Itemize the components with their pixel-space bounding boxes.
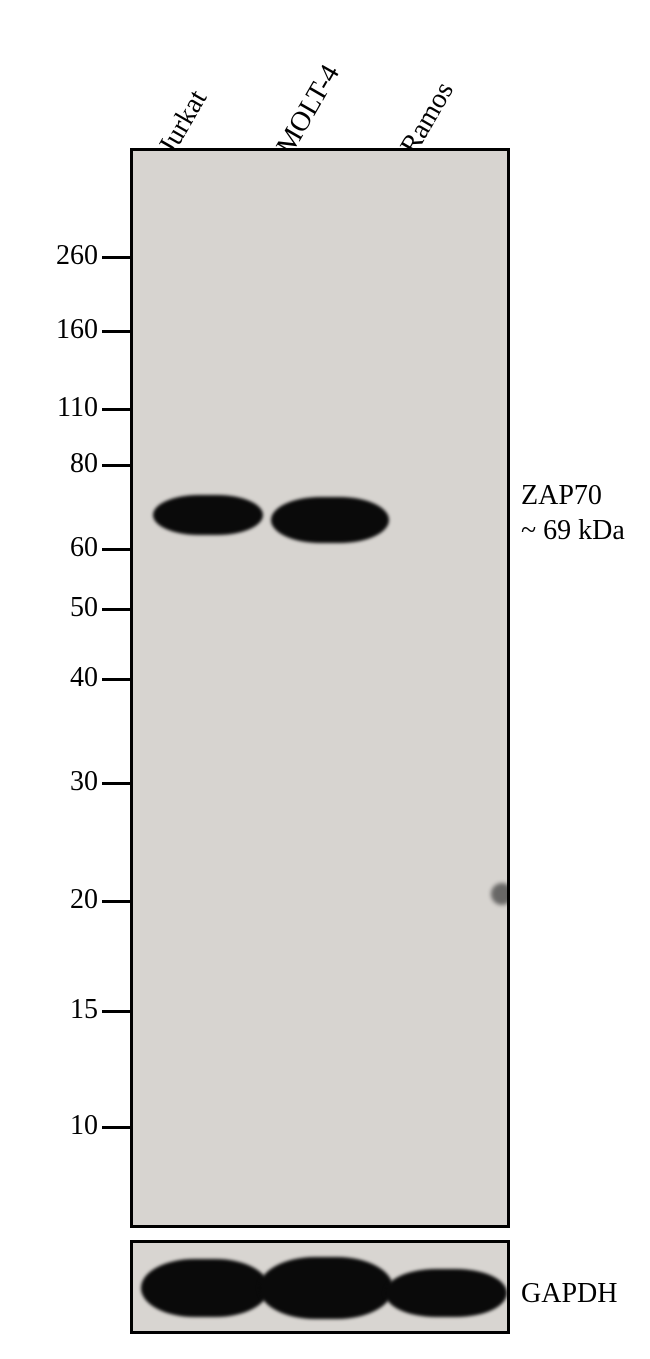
- loading-blot-membrane: [130, 1240, 510, 1334]
- mw-label-60: 60: [50, 532, 98, 564]
- mw-label-20: 20: [50, 884, 98, 916]
- mw-tick-10: [102, 1126, 130, 1129]
- target-mw: ~ 69 kDa: [521, 515, 625, 546]
- mw-tick-50: [102, 608, 130, 611]
- band-zap70-molt4: [271, 497, 389, 543]
- target-name: ZAP70: [521, 480, 602, 511]
- western-blot-figure: Jurkat MOLT-4 Ramos 260 160 110 80 60 50…: [0, 0, 650, 1359]
- band-gapdh-ramos: [385, 1269, 507, 1317]
- mw-label-50: 50: [50, 592, 98, 624]
- mw-tick-15: [102, 1010, 130, 1013]
- mw-label-110: 110: [50, 392, 98, 424]
- target-protein-label: ZAP70 ~ 69 kDa: [521, 478, 625, 548]
- mw-tick-20: [102, 900, 130, 903]
- lane-label-molt4: MOLT-4: [270, 60, 346, 160]
- mw-tick-30: [102, 782, 130, 785]
- artifact-spot: [491, 883, 510, 905]
- mw-label-160: 160: [50, 314, 98, 346]
- mw-tick-260: [102, 256, 130, 259]
- main-blot-membrane: [130, 148, 510, 1228]
- mw-tick-110: [102, 408, 130, 411]
- band-gapdh-jurkat: [141, 1259, 269, 1317]
- mw-label-30: 30: [50, 766, 98, 798]
- loading-control-label: GAPDH: [521, 1278, 617, 1310]
- band-zap70-jurkat: [153, 495, 263, 535]
- mw-label-15: 15: [50, 994, 98, 1026]
- mw-label-80: 80: [50, 448, 98, 480]
- mw-tick-160: [102, 330, 130, 333]
- mw-label-40: 40: [50, 662, 98, 694]
- band-gapdh-molt4: [259, 1257, 393, 1319]
- mw-tick-40: [102, 678, 130, 681]
- mw-tick-80: [102, 464, 130, 467]
- mw-tick-60: [102, 548, 130, 551]
- mw-label-10: 10: [50, 1110, 98, 1142]
- mw-label-260: 260: [50, 240, 98, 272]
